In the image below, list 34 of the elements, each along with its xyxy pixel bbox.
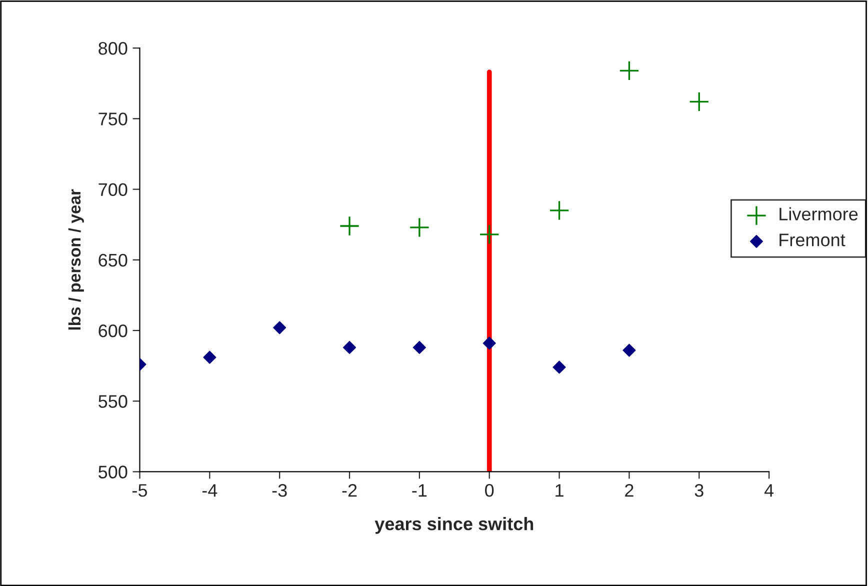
point: [552, 360, 566, 374]
point: [549, 200, 570, 221]
y-tick-label: 750: [98, 112, 128, 126]
y-tick-label: 550: [98, 395, 128, 408]
x-tick-label: 4: [764, 484, 774, 497]
point: [342, 340, 356, 354]
legend-label: Fremont: [780, 234, 846, 246]
point: [619, 60, 640, 81]
x-axis-title: years since switch: [374, 517, 534, 534]
point: [409, 217, 430, 238]
y-tick-label: 500: [98, 466, 128, 478]
x-tick-label: -5: [132, 484, 148, 497]
x-tick-label: 0: [485, 484, 494, 497]
point: [479, 224, 500, 245]
point: [412, 340, 426, 354]
y-axis-title: lbs / person / year: [68, 189, 84, 330]
point: [688, 92, 710, 112]
x-tick-label: 3: [694, 484, 704, 497]
x-tick-label: 1: [556, 484, 564, 497]
x-tick-label: -4: [202, 484, 218, 497]
point: [482, 336, 496, 350]
point: [273, 321, 286, 334]
legend-label: Livermore: [780, 207, 858, 220]
point: [339, 216, 360, 236]
point: [203, 350, 216, 364]
y-tick-label: 800: [98, 42, 128, 55]
x-tick-label: -2: [342, 484, 357, 497]
x-tick-label: -3: [272, 484, 287, 497]
point: [622, 344, 636, 357]
x-tick-label: -1: [412, 484, 427, 497]
y-tick-label: 650: [98, 254, 128, 267]
y-tick-label: 600: [98, 324, 128, 338]
x-tick-label: 2: [625, 484, 634, 497]
y-tick-label: 700: [98, 183, 128, 196]
